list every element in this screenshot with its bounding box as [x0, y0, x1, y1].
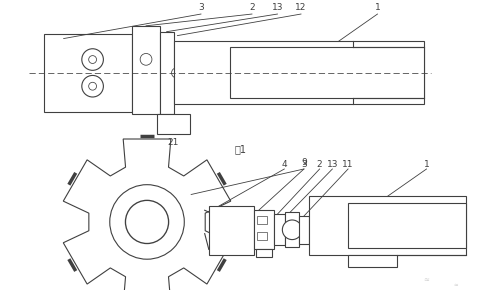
Bar [299, 216, 309, 244]
Text: 1: 1 [374, 3, 380, 12]
Bar [309, 196, 466, 255]
Text: ≈: ≈ [424, 277, 430, 283]
Circle shape [88, 56, 96, 63]
Text: 图1: 图1 [234, 144, 246, 155]
Text: 2: 2 [317, 160, 322, 169]
Bar [257, 216, 266, 224]
Text: ≈: ≈ [454, 283, 458, 288]
Text: 3: 3 [301, 160, 307, 169]
Text: 11: 11 [342, 160, 354, 169]
Bar [254, 210, 274, 249]
Text: 12: 12 [296, 3, 306, 12]
Circle shape [88, 82, 96, 90]
Text: 3: 3 [198, 3, 204, 12]
Circle shape [140, 54, 152, 65]
Text: 13: 13 [272, 3, 283, 12]
Bar [286, 212, 299, 247]
Text: 21: 21 [168, 138, 179, 147]
Bar [348, 203, 466, 249]
Bar [256, 249, 272, 257]
Bar [160, 32, 173, 114]
Circle shape [282, 220, 302, 239]
Bar [230, 47, 424, 98]
Circle shape [82, 75, 104, 97]
Circle shape [82, 49, 104, 70]
Bar [132, 26, 160, 114]
Text: 4: 4 [282, 160, 287, 169]
Bar [157, 114, 190, 134]
Circle shape [110, 185, 184, 259]
Polygon shape [64, 139, 231, 291]
Text: 9: 9 [301, 158, 307, 167]
Text: 1: 1 [424, 160, 430, 169]
Bar [209, 206, 254, 255]
Bar [274, 214, 285, 246]
Circle shape [126, 200, 168, 244]
Circle shape [172, 68, 181, 78]
Bar [348, 255, 397, 267]
Text: 13: 13 [326, 160, 338, 169]
Bar [257, 232, 266, 239]
Bar [174, 42, 424, 104]
Text: 2: 2 [249, 3, 255, 12]
Bar [44, 34, 132, 112]
